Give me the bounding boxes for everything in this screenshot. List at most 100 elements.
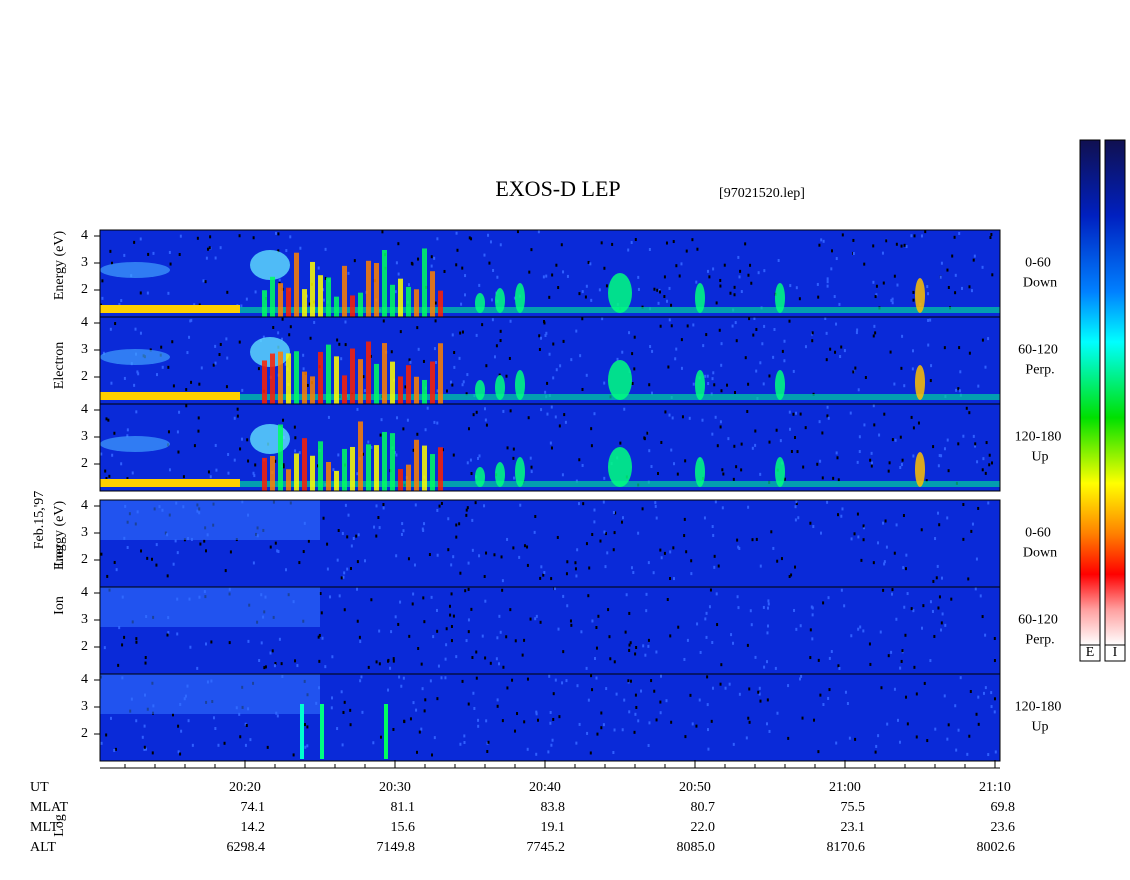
- burst: [350, 295, 355, 317]
- noise: [215, 468, 218, 472]
- noise: [780, 557, 783, 561]
- date: Feb.15,'97: [32, 491, 47, 550]
- noise: [817, 295, 820, 299]
- burst: [270, 455, 275, 491]
- noise: [214, 256, 217, 260]
- noise: [600, 241, 603, 245]
- noise: [659, 324, 662, 328]
- noise: [570, 623, 573, 627]
- noise: [527, 416, 530, 420]
- noise: [660, 440, 663, 444]
- noise: [341, 531, 344, 535]
- noise: [812, 525, 815, 529]
- burst: [286, 287, 291, 317]
- noise: [900, 659, 903, 663]
- noise: [435, 608, 438, 612]
- noise: [912, 426, 915, 430]
- noise: [298, 561, 301, 565]
- noise: [451, 383, 454, 387]
- noise: [575, 574, 578, 578]
- noise: [552, 376, 555, 380]
- noise: [692, 382, 695, 386]
- noise: [332, 468, 335, 472]
- noise: [582, 502, 585, 506]
- colorbar: [1079, 139, 1101, 646]
- noise: [509, 319, 512, 323]
- noise: [147, 252, 150, 256]
- noise: [304, 745, 307, 749]
- noise: [635, 705, 638, 709]
- noise: [822, 239, 825, 243]
- noise: [672, 577, 675, 581]
- y-tick-label: 4: [81, 402, 88, 417]
- noise: [940, 454, 943, 458]
- noise: [984, 633, 987, 637]
- noise: [953, 235, 956, 239]
- noise: [722, 472, 725, 476]
- noise: [228, 641, 231, 645]
- noise: [496, 275, 499, 279]
- noise: [398, 675, 401, 679]
- burst: [515, 283, 525, 313]
- noise: [107, 418, 110, 422]
- noise: [893, 274, 896, 278]
- noise: [139, 291, 142, 295]
- noise: [605, 687, 608, 691]
- noise: [289, 235, 292, 239]
- noise: [630, 241, 633, 245]
- noise: [727, 437, 730, 441]
- noise: [209, 235, 212, 239]
- noise: [723, 263, 726, 267]
- noise: [768, 440, 771, 444]
- noise: [146, 556, 149, 560]
- noise: [993, 637, 996, 641]
- noise: [302, 353, 305, 357]
- noise: [873, 324, 876, 328]
- noise: [667, 365, 670, 369]
- noise: [770, 530, 773, 534]
- noise: [665, 241, 668, 245]
- noise: [684, 459, 687, 463]
- noise: [603, 266, 606, 270]
- noise: [566, 274, 569, 278]
- noise: [456, 248, 459, 252]
- noise: [516, 230, 519, 234]
- noise: [174, 539, 177, 543]
- noise: [236, 414, 239, 418]
- noise: [562, 594, 565, 598]
- noise: [392, 727, 395, 731]
- burst: [406, 464, 411, 491]
- noise: [962, 503, 965, 507]
- noise: [392, 657, 395, 661]
- noise: [177, 750, 180, 754]
- noise: [344, 503, 347, 507]
- noise: [826, 284, 829, 288]
- noise: [881, 251, 884, 255]
- burst: [438, 290, 443, 317]
- noise: [372, 741, 375, 745]
- noise: [827, 596, 830, 600]
- noise: [245, 723, 248, 727]
- noise: [166, 633, 169, 637]
- noise: [534, 617, 537, 621]
- colorbar: [1104, 139, 1126, 646]
- noise: [934, 727, 937, 731]
- noise: [955, 748, 958, 752]
- noise: [500, 555, 503, 559]
- noise: [168, 250, 171, 254]
- noise: [674, 357, 677, 361]
- row-value: 7745.2: [527, 840, 566, 855]
- noise: [347, 271, 350, 275]
- noise: [846, 702, 849, 706]
- noise: [593, 412, 596, 416]
- noise: [146, 291, 149, 295]
- panel-direction: Up: [1031, 450, 1048, 465]
- noise: [191, 743, 194, 747]
- noise: [111, 453, 114, 457]
- noise: [747, 716, 750, 720]
- noise: [552, 692, 555, 696]
- noise: [899, 666, 902, 670]
- noise: [160, 345, 163, 349]
- noise: [576, 548, 579, 552]
- noise: [801, 716, 804, 720]
